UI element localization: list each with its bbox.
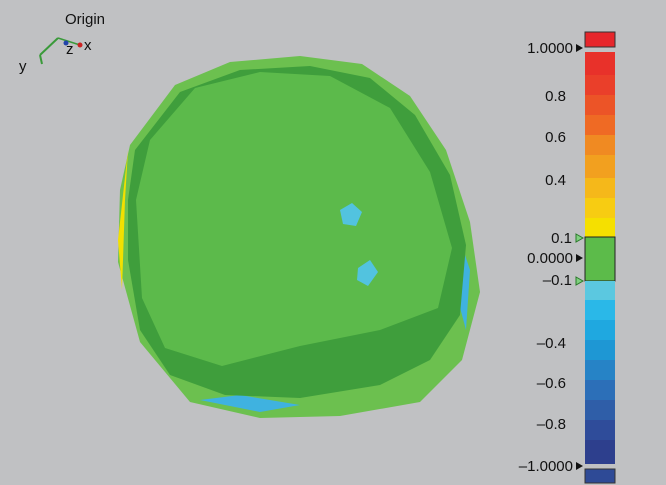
scale-label: 0.1 [551,230,572,247]
scale-label: –0.1 [543,272,572,289]
color-step [585,400,615,420]
origin-label: Origin [65,11,105,28]
color-step [585,320,615,340]
page: Origin x z y [0,0,666,485]
under-range [585,469,615,483]
color-step [585,115,615,135]
color-step [585,135,615,155]
y-label: y [19,58,27,75]
scale-label: –0.4 [537,335,566,352]
scale-label: 0.6 [545,129,566,146]
scale-label: –0.6 [537,375,566,392]
tolerance-band [585,237,615,281]
color-step [585,75,615,95]
color-bar [585,32,615,483]
x-axis-dot [78,43,83,48]
color-step [585,380,615,400]
x-label: x [84,37,92,54]
color-step [585,340,615,360]
z-label: z [66,41,74,58]
color-step [585,360,615,380]
scale-label: 1.0000 [527,40,573,57]
color-step [585,198,615,218]
scale-label: –1.0000 [519,458,573,475]
color-step [585,52,615,75]
color-step [585,155,615,178]
scale-label: 0.4 [545,172,566,189]
scale-label: –0.8 [537,416,566,433]
scale-label: 0.0000 [527,250,573,267]
color-step [585,420,615,440]
color-step [585,218,615,237]
color-step [585,178,615,198]
color-step [585,440,615,464]
viewport: Origin x z y [0,0,666,485]
color-step [585,281,615,300]
color-step [585,300,615,320]
scale-label: 0.8 [545,88,566,105]
color-step [585,95,615,115]
over-range [585,32,615,47]
